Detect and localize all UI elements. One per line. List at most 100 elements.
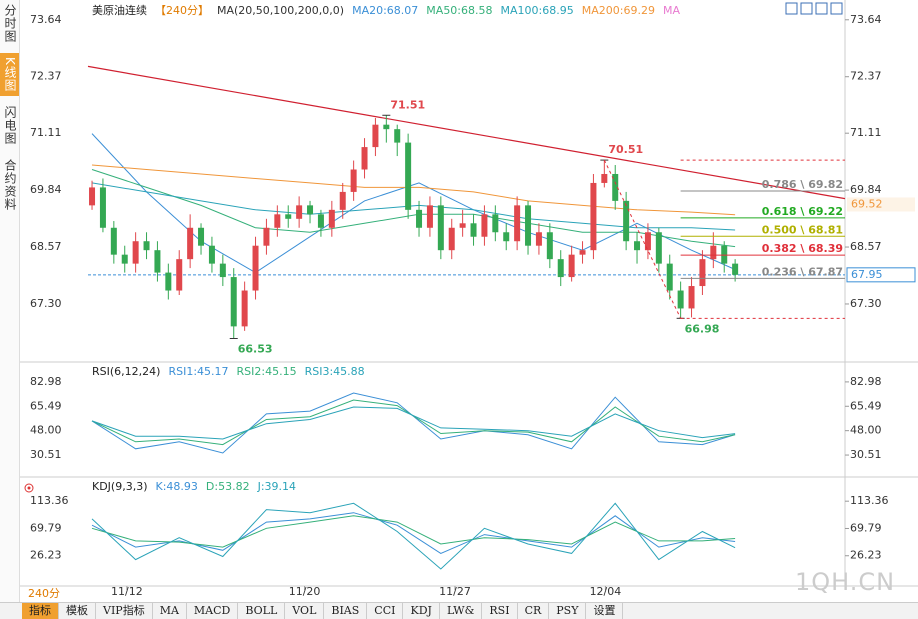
candle-body [459, 223, 466, 228]
y-tick-label: 113.36 [850, 494, 889, 507]
legend-entry: MA50:68.58 [426, 4, 492, 17]
y-tick-label: 71.11 [850, 126, 882, 139]
x-tick-label: 12/04 [590, 585, 622, 598]
ma-line [91, 182, 736, 231]
y-tick-label: 71.11 [30, 126, 62, 139]
candle-body [241, 290, 248, 327]
toolbar-icons[interactable] [785, 2, 843, 15]
icon[interactable] [800, 2, 813, 15]
candle-body [208, 245, 215, 264]
indicator-line [91, 406, 736, 440]
indicator-tab[interactable]: BIAS [324, 603, 368, 619]
candle-body [634, 241, 641, 251]
candle-body [514, 205, 521, 242]
fib-label: 0.786 \ 69.82 [762, 178, 843, 191]
candle-body [710, 245, 717, 260]
candle-body [339, 191, 346, 210]
extreme-label: 66.98 [685, 322, 720, 335]
candle-body [644, 232, 651, 251]
sidebar: 分时图 K线图闪电图合约资料 [0, 0, 20, 602]
y-tick-label: 65.49 [850, 399, 882, 412]
candle-body [677, 290, 684, 309]
candle-body [132, 241, 139, 264]
indicator-tab[interactable]: RSI [482, 603, 518, 619]
panel-title: RSI(6,12,24) [92, 365, 160, 378]
candle-body [732, 263, 739, 275]
price-marker-box [847, 197, 915, 212]
icon[interactable] [785, 2, 798, 15]
price-marker-label: 67.95 [851, 268, 883, 281]
candle-body [165, 272, 172, 291]
candle-body [426, 205, 433, 228]
candle-body [416, 209, 423, 228]
indicator-label: MA [663, 4, 680, 17]
indicator-line [91, 399, 736, 446]
sidebar-tab[interactable]: 闪电图 [3, 105, 17, 145]
indicator-tab[interactable]: PSY [549, 603, 587, 619]
indicator-tab[interactable]: MACD [187, 603, 239, 619]
y-tick-label: 67.30 [30, 297, 62, 310]
candle-body [448, 227, 455, 251]
legend-entry: MA100:68.95 [501, 4, 574, 17]
candle-body [655, 232, 662, 264]
y-tick-label: 26.23 [850, 549, 882, 562]
sidebar-tab[interactable]: K线图 [0, 53, 19, 96]
x-tick-label: 11/12 [111, 585, 143, 598]
indicator-tab[interactable]: BOLL [238, 603, 286, 619]
candle-body [699, 259, 706, 287]
candle-body [568, 254, 575, 278]
indicator-tab[interactable]: LW& [440, 603, 483, 619]
candle-body [317, 214, 324, 228]
price-marker-label: 69.52 [851, 197, 883, 210]
indicator-tab[interactable]: CR [518, 603, 550, 619]
x-tick-label: 11/20 [289, 585, 321, 598]
candle-body [383, 124, 390, 130]
indicator-tab[interactable]: VIP指标 [96, 603, 153, 619]
indicator-line [91, 502, 736, 570]
settings-icon[interactable] [24, 483, 34, 493]
icon[interactable] [815, 2, 828, 15]
candle-body [350, 169, 357, 192]
candle-body [187, 227, 194, 260]
indicator-tab[interactable]: 模板 [59, 603, 96, 619]
candle-body [601, 173, 608, 183]
indicator-tab[interactable]: CCI [367, 603, 404, 619]
indicator-tab[interactable]: MA [153, 603, 187, 619]
indicator-tab[interactable]: KDJ [403, 603, 440, 619]
candle-body [328, 209, 335, 228]
chart-title: 美原油连续 [92, 3, 147, 17]
settings-icon-dot [27, 486, 31, 490]
y-tick-label: 73.64 [850, 13, 882, 26]
y-tick-label: 72.37 [30, 70, 62, 83]
y-tick-label: 69.84 [30, 183, 62, 196]
legend-entry: MA200:69.29 [582, 4, 655, 17]
y-tick-label: 30.51 [30, 448, 62, 461]
candle-body [285, 214, 292, 219]
candle-body [89, 187, 96, 206]
period-selector[interactable]: 240分 [28, 587, 60, 600]
sidebar-tab[interactable]: 合约资料 [3, 158, 17, 211]
candle-body [590, 182, 597, 251]
icon[interactable] [830, 2, 843, 15]
legend-entry: RSI3:45.88 [305, 365, 365, 378]
candle-body [623, 200, 630, 242]
candle-body [219, 263, 226, 278]
candle-body [296, 205, 303, 219]
sidebar-tab[interactable]: 分时图 [3, 4, 17, 43]
candle-body [372, 124, 379, 148]
legend-entry: D:53.82 [206, 480, 250, 493]
indicator-tab[interactable]: 设置 [586, 603, 624, 619]
candle-body [252, 245, 259, 291]
extreme-label: 71.51 [390, 98, 425, 111]
indicator-tab[interactable]: VOL [285, 603, 325, 619]
y-tick-label: 26.23 [30, 549, 62, 562]
candle-body [503, 232, 510, 242]
legend-entry: RSI1:45.17 [168, 365, 228, 378]
fib-label: 0.382 \ 68.39 [762, 242, 843, 255]
y-tick-label: 113.36 [30, 494, 69, 507]
ma-line [91, 164, 736, 216]
panel-title: KDJ(9,3,3) [92, 480, 148, 493]
indicator-tab[interactable]: 指标 [22, 603, 59, 619]
candle-body [612, 173, 619, 201]
